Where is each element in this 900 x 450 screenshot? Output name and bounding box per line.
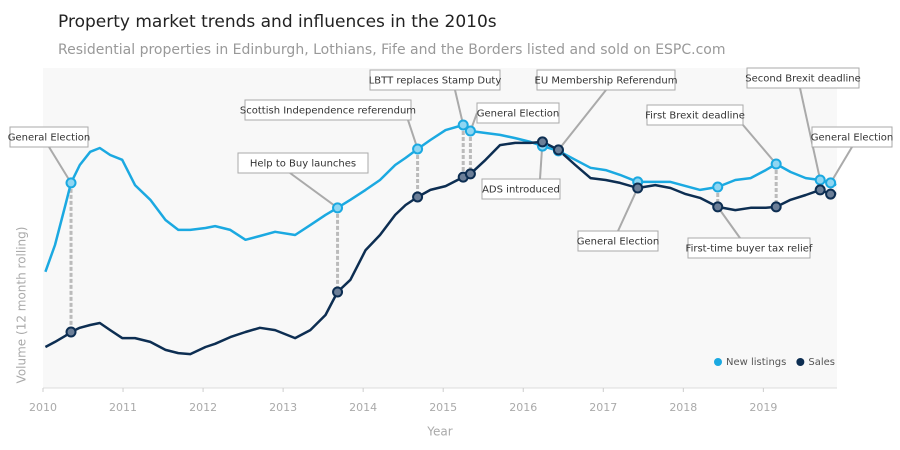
annotation-label: General Election: [477, 109, 560, 120]
annotation-leader: [829, 146, 853, 184]
annotation-leader: [557, 89, 607, 151]
annotation-label: ADS introduced: [482, 185, 560, 196]
event-marker: [412, 191, 424, 203]
x-tick-label: 2018: [669, 401, 697, 414]
event-marker: [332, 202, 344, 214]
annotation-leader: [799, 87, 822, 181]
event-marker: [814, 174, 826, 186]
legend-swatch: [714, 358, 722, 366]
y-axis-label: Volume (12 month rolling): [15, 227, 29, 384]
annotation-label: First-time buyer tax relief: [686, 244, 813, 255]
event-marker: [464, 125, 476, 137]
legend-swatch: [796, 358, 805, 366]
annotation-label: General Election: [8, 133, 91, 144]
x-tick-label: 2019: [749, 401, 777, 414]
x-tick-label: 2012: [189, 401, 217, 414]
annotation-leader: [48, 146, 72, 184]
annotation-box: [369, 69, 501, 91]
x-tick-label: 2015: [429, 401, 457, 414]
event-marker: [712, 201, 724, 213]
annotation-box: [9, 126, 89, 148]
event-marker: [464, 168, 476, 180]
event-marker: [412, 143, 424, 155]
annotation-box: [536, 69, 676, 91]
legend-label: New listings: [726, 357, 786, 368]
event-marker: [457, 119, 469, 131]
annotation-leader: [716, 206, 741, 239]
annotation-box: [811, 126, 893, 148]
annotation-leader: [742, 124, 777, 165]
event-marker: [770, 158, 782, 170]
event-marker: [536, 136, 548, 148]
annotation-box: [476, 102, 560, 124]
x-tick-label: 2016: [509, 401, 537, 414]
x-tick-label: 2017: [589, 401, 617, 414]
annotation-label: First Brexit deadline: [645, 111, 745, 122]
event-marker: [712, 181, 724, 193]
x-axis-label: Year: [426, 425, 452, 439]
annotation-label: Second Brexit deadline: [745, 74, 861, 85]
x-tick-label: 2011: [109, 401, 137, 414]
annotation-label: General Election: [811, 133, 894, 144]
annotation-box: [237, 152, 369, 174]
event-marker: [632, 182, 644, 194]
annotation-label: EU Membership Referendum: [535, 76, 678, 87]
legend-label: Sales: [808, 357, 835, 368]
event-marker: [65, 177, 77, 189]
chart-subtitle: Residential properties in Edinburgh, Lot…: [58, 42, 726, 58]
annotation-label: General Election: [577, 237, 660, 248]
annotation-box: [244, 99, 412, 121]
annotation-leader: [454, 89, 465, 126]
annotation-label: Scottish Independence referendum: [240, 106, 416, 117]
event-marker: [332, 286, 344, 298]
event-marker: [65, 326, 77, 338]
event-marker: [825, 177, 837, 189]
annotation-box: [687, 237, 811, 259]
x-tick-label: 2010: [29, 401, 57, 414]
annotation-leader: [617, 187, 639, 232]
annotation-box: [646, 104, 744, 126]
annotation-box: [481, 178, 561, 200]
event-marker: [552, 144, 564, 156]
event-marker: [770, 201, 782, 213]
x-tick-label: 2014: [349, 401, 377, 414]
x-tick-label: 2013: [269, 401, 297, 414]
event-marker: [825, 188, 837, 200]
annotation-leader: [289, 172, 339, 209]
annotation-box: [746, 67, 860, 89]
annotation-box: [577, 230, 659, 252]
event-marker: [814, 184, 826, 196]
annotation-label: Help to Buy launches: [250, 159, 356, 170]
annotation-label: LBTT replaces Stamp Duty: [369, 76, 502, 87]
chart-title: Property market trends and influences in…: [58, 12, 497, 32]
